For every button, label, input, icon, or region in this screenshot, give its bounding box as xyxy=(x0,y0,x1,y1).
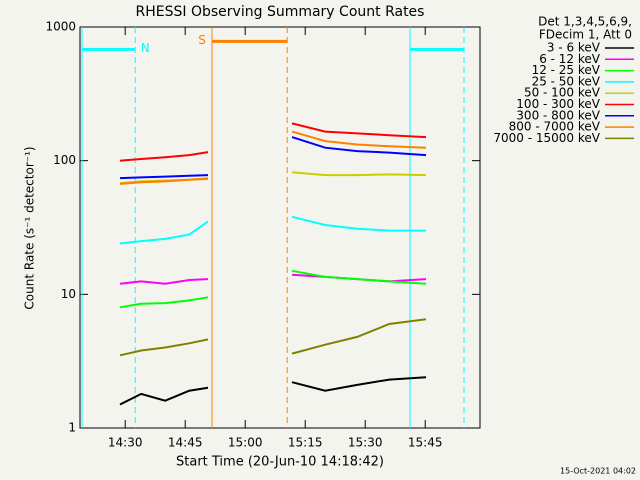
legend-label: 3 - 6 keV xyxy=(547,41,601,55)
legend-label: 6 - 12 keV xyxy=(539,52,601,66)
legend-label: 300 - 800 keV xyxy=(516,108,600,122)
footer: 15-Oct-2021 04:02 xyxy=(560,467,636,476)
y-tick-label: 1000 xyxy=(45,20,76,34)
event-label: S xyxy=(198,33,206,47)
legend-label: 100 - 300 keV xyxy=(516,97,600,111)
legend-header: Det 1,3,4,5,6,9, xyxy=(538,15,632,29)
legend-label: 7000 - 15000 keV xyxy=(493,131,600,145)
x-tick-label: 14:45 xyxy=(168,436,203,450)
series-line xyxy=(119,215,426,245)
series-line xyxy=(119,318,427,357)
series-line xyxy=(119,376,427,406)
x-tick-label: 14:30 xyxy=(108,436,143,450)
legend-label: 800 - 7000 keV xyxy=(509,120,601,134)
series-line xyxy=(119,269,427,309)
y-tick-label: 10 xyxy=(61,287,76,301)
y-tick-label: 100 xyxy=(53,153,76,167)
event-label: N xyxy=(141,41,150,55)
legend-label: 25 - 50 keV xyxy=(532,74,601,88)
series-line xyxy=(119,122,427,162)
chart-title: RHESSI Observing Summary Count Rates xyxy=(136,4,425,20)
plot-frame xyxy=(79,26,481,429)
x-axis-label: Start Time (20-Jun-10 14:18:42) xyxy=(176,455,384,470)
x-tick-label: 15:30 xyxy=(348,436,383,450)
y-axis-label: Count Rate (s⁻¹ detector⁻¹) xyxy=(23,146,37,309)
y-tick-label: 1 xyxy=(68,421,76,435)
x-tick-label: 15:00 xyxy=(228,436,263,450)
legend-label: 12 - 25 keV xyxy=(532,63,601,77)
series-line xyxy=(119,130,427,185)
legend-header: FDecim 1, Att 0 xyxy=(539,28,632,42)
x-tick-label: 15:45 xyxy=(408,436,443,450)
x-tick-label: 15:15 xyxy=(288,436,323,450)
legend-label: 50 - 100 keV xyxy=(524,86,601,100)
series-line xyxy=(119,136,427,180)
